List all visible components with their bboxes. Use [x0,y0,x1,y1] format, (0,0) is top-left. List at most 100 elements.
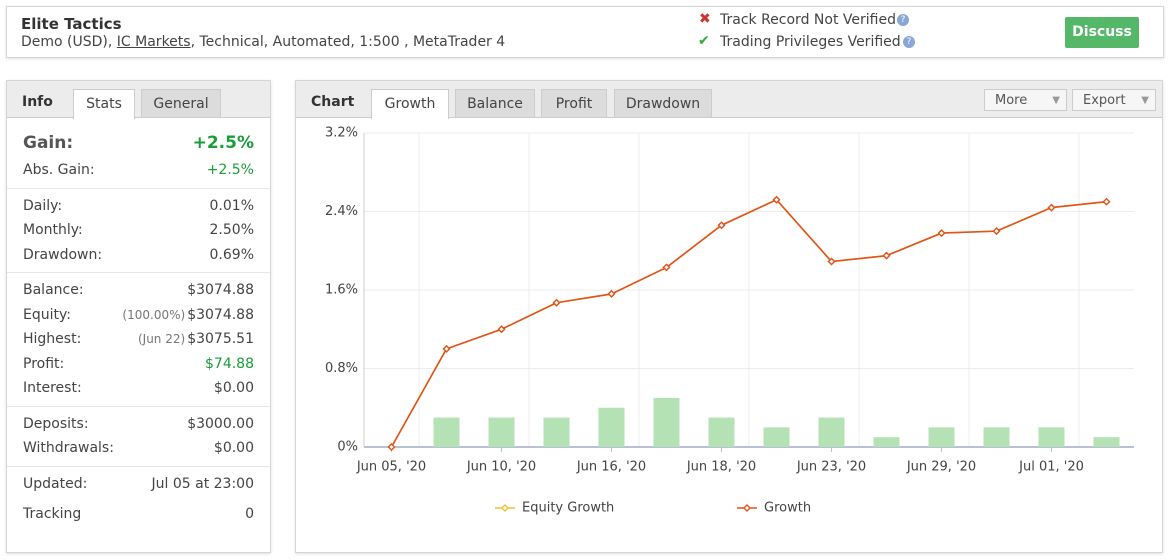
bar [598,407,625,447]
stat-value: 0.69% [209,246,254,263]
stat-label: Withdrawals: [23,440,114,457]
header: Elite Tactics Demo (USD), IC Markets, Te… [6,6,1164,58]
stat-value: $3074.88 [187,282,254,299]
tab[interactable]: Drawdown [614,89,712,117]
tab-bar [7,81,270,118]
stat-value: $3075.51 [187,331,254,348]
stats-list: Gain: +2.5% Abs. Gain: +2.5% Daily: 0.01% Mont… [7,123,270,532]
stat-value: 0 [245,506,254,523]
bar [433,417,460,447]
more-button[interactable]: More ▼ [984,89,1067,111]
stat-label: Drawdown: [23,246,103,263]
subtitle: Demo (USD), IC Markets, Technical, Autom… [21,34,505,50]
legend-marker [743,504,751,512]
stats-row: Daily: 0.01% [7,194,270,219]
title: Elite Tactics [21,15,122,33]
point-marker [387,443,396,451]
button-label: More [995,93,1028,108]
stat-value: Jul 05 at 23:00 [151,475,254,492]
stats-row: Withdrawals: $0.00 [7,436,270,461]
stat-value: $74.88 [205,355,254,372]
y-tick-label: 0% [337,440,358,455]
stat-label: Profit: [23,355,65,372]
bar [873,437,900,447]
stats-group: Daily: 0.01% Monthly: 2.50% Drawdown: 0.69% [7,189,270,273]
point-marker [552,298,561,307]
point-marker [992,227,1001,236]
y-tick-label: 1.6% [325,283,358,298]
stats-row: Equity: (100.00%) $3074.88 [7,303,270,328]
y-tick-label: 3.2% [325,126,358,141]
stats-row: Abs. Gain: +2.5% [7,158,270,183]
dropdown-arrow: ▼ [1052,95,1060,106]
stats-row: Profit: $74.88 [7,352,270,377]
help-icon[interactable]: ? [903,36,915,48]
y-tick-label: 2.4% [325,204,358,219]
tab[interactable]: Profit [541,89,607,117]
stat-label: Balance: [23,282,84,299]
stats-row: Gain: +2.5% [7,128,270,158]
broker-link[interactable]: IC Markets [116,34,191,50]
x-tick-label: Jun 18, '20 [686,460,756,475]
stats-row: Drawdown: 0.69% [7,243,270,268]
tab[interactable]: Balance [455,89,535,117]
bar [653,397,680,447]
tab[interactable]: Stats [73,89,135,119]
stat-label: Equity: [23,306,71,323]
help-icon[interactable]: ? [897,14,909,26]
stat-label: Gain: [23,133,74,153]
stat-value: $0.00 [213,440,254,457]
account-details: , Technical, Automated, 1:500 , MetaTrad… [190,34,506,50]
x-tick-label: Jun 10, '20 [466,460,536,475]
point-marker [1047,203,1056,212]
bar [1038,427,1065,447]
stats-row: Tracking 0 [7,502,270,527]
stats-row: Updated: Jul 05 at 23:00 [7,472,270,497]
y-tick-label: 0.8% [325,361,358,376]
discuss-button[interactable]: Discuss [1065,17,1139,48]
point-marker [937,229,946,238]
stat-note: (Jun 22) [137,332,186,347]
stat-value: $0.00 [213,380,254,397]
status-text: Track Record Not Verified [720,12,896,28]
button-label: Export [1083,93,1126,108]
stat-value: $3074.88 [187,306,254,323]
bar [1093,437,1120,447]
stat-value: +2.5% [192,133,254,153]
chart-panel: Chart Growth Balance Profit Drawdown Mor… [295,80,1163,553]
bar [983,427,1010,447]
bar [708,417,735,447]
tab[interactable]: Growth [371,89,449,119]
stat-value: 0.01% [209,197,254,214]
stats-row: Balance: $3074.88 [7,278,270,303]
point-marker [497,325,506,334]
tab[interactable]: General [141,89,221,117]
point-marker [717,221,726,230]
bar [543,417,570,447]
point-marker [827,257,836,266]
line [390,198,1107,448]
stats-row: Interest: $0.00 [7,376,270,401]
point-marker [662,263,671,272]
x-tick-label: Jun 29, '20 [906,460,976,475]
info-panel: Info Stats General Gain: +2.5% Abs. Gain: +… [6,80,271,553]
status-text: Trading Privileges Verified [720,34,901,50]
stats-group: Updated: Jul 05 at 23:00 Tracking 0 [7,467,270,532]
stat-label: Daily: [23,197,63,214]
point-marker [882,251,891,260]
stat-label: Interest: [23,380,82,397]
bar [488,417,515,447]
bar [763,427,790,447]
legend-label: Growth [764,501,811,516]
stat-value: +2.5% [206,162,254,179]
stat-label: Highest: [23,331,82,348]
point-marker [442,344,451,353]
bar [818,417,845,447]
export-button[interactable]: Export ▼ [1072,89,1156,111]
stats-group: Balance: $3074.88 Equity: (100.00%) $3074.88… [7,273,270,407]
point-marker [1102,197,1111,206]
x-tick-label: Jul 01, '20 [1018,460,1084,475]
legend-label: Equity Growth [522,501,614,516]
x-tick-label: Jun 05, '20 [356,460,426,475]
